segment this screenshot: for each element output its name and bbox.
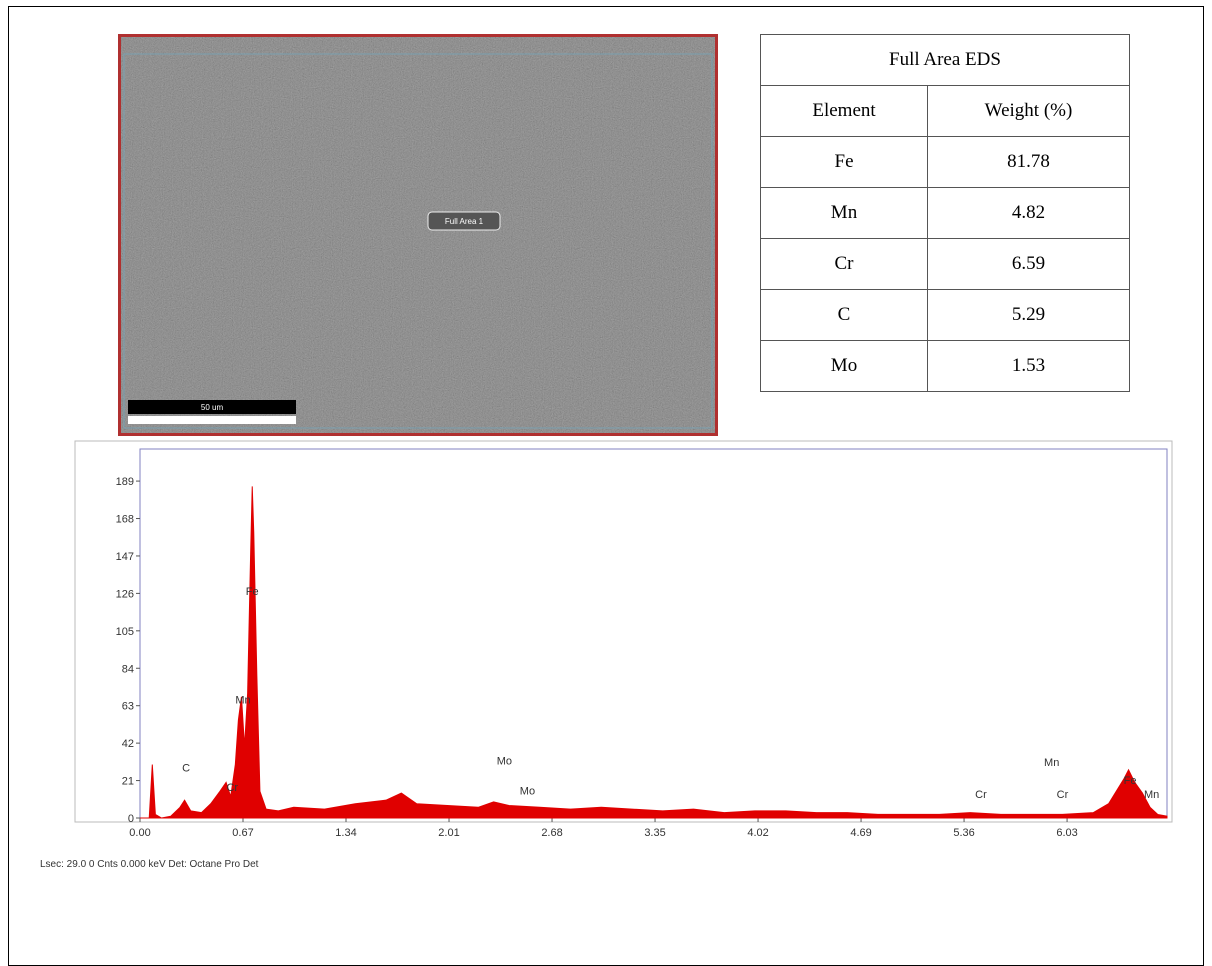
- y-tick-label: 126: [116, 588, 134, 600]
- y-tick-label: 21: [122, 776, 134, 788]
- table-cell: Mn: [760, 187, 928, 239]
- x-tick-label: 4.69: [850, 827, 871, 839]
- image-texture: [118, 34, 718, 436]
- peak-label: Fe: [1124, 775, 1137, 787]
- spectrum-area: [140, 486, 1168, 819]
- table-cell: Fe: [760, 136, 928, 188]
- x-tick-label: 3.35: [644, 827, 665, 839]
- table-cell: Mo: [760, 340, 928, 392]
- scale-bar-base: [128, 416, 296, 424]
- y-tick-label: 147: [116, 551, 134, 563]
- footer: Lsec: 29.0 0 Cnts 0.000 keV Det: Octane …: [40, 859, 259, 870]
- peak-label: Mn: [1044, 757, 1059, 769]
- y-tick-label: 189: [116, 476, 134, 488]
- y-tick-label: 168: [116, 514, 134, 526]
- peak-label: Mo: [497, 755, 512, 767]
- table-cell: 4.82: [927, 187, 1130, 239]
- x-tick-label: 0.67: [232, 827, 253, 839]
- y-tick-label: 42: [122, 738, 134, 750]
- table-cell: C: [760, 289, 928, 341]
- region-box: [427, 211, 501, 231]
- table-cell: Cr: [760, 238, 928, 290]
- y-tick-label: 63: [122, 701, 134, 713]
- table-header: Element: [760, 85, 928, 137]
- y-tick-label: 84: [122, 663, 134, 675]
- eds-table: Full Area EDS Element Weight (%) Fe 81.78 M…: [760, 34, 1130, 392]
- table-header: Weight (%): [927, 85, 1130, 137]
- x-tick-label: 6.03: [1056, 827, 1077, 839]
- peak-label: Mn: [1144, 789, 1159, 801]
- table-cell: 81.78: [927, 136, 1130, 188]
- peak-label: C: [182, 762, 190, 774]
- x-tick-label: 2.01: [438, 827, 459, 839]
- table-cell: 6.59: [927, 238, 1130, 290]
- y-tick-label: 105: [116, 626, 134, 638]
- peak-label: Mn: [235, 695, 250, 707]
- table-cell: 5.29: [927, 289, 1130, 341]
- peak-label: Fe: [246, 586, 259, 598]
- peak-label: Mo: [520, 786, 535, 798]
- x-tick-label: 0.00: [129, 827, 150, 839]
- region-label: Full Area 1: [445, 217, 484, 226]
- y-tick-label: 0: [128, 813, 134, 825]
- x-tick-label: 2.68: [541, 827, 562, 839]
- x-tick-label: 5.36: [953, 827, 974, 839]
- peak-label: Cr: [226, 782, 238, 794]
- peak-label: Cr: [1057, 789, 1069, 801]
- peak-label: Cr: [975, 789, 987, 801]
- sem-image: Full Area 1 50 um: [118, 34, 718, 436]
- image-border: [118, 34, 718, 436]
- x-tick-label: 1.34: [335, 827, 356, 839]
- area-outline: [123, 53, 713, 429]
- scale-bar: [128, 400, 296, 414]
- table-cell: 1.53: [927, 340, 1130, 392]
- scale-label: 50 um: [201, 403, 224, 412]
- x-tick-label: 4.02: [747, 827, 768, 839]
